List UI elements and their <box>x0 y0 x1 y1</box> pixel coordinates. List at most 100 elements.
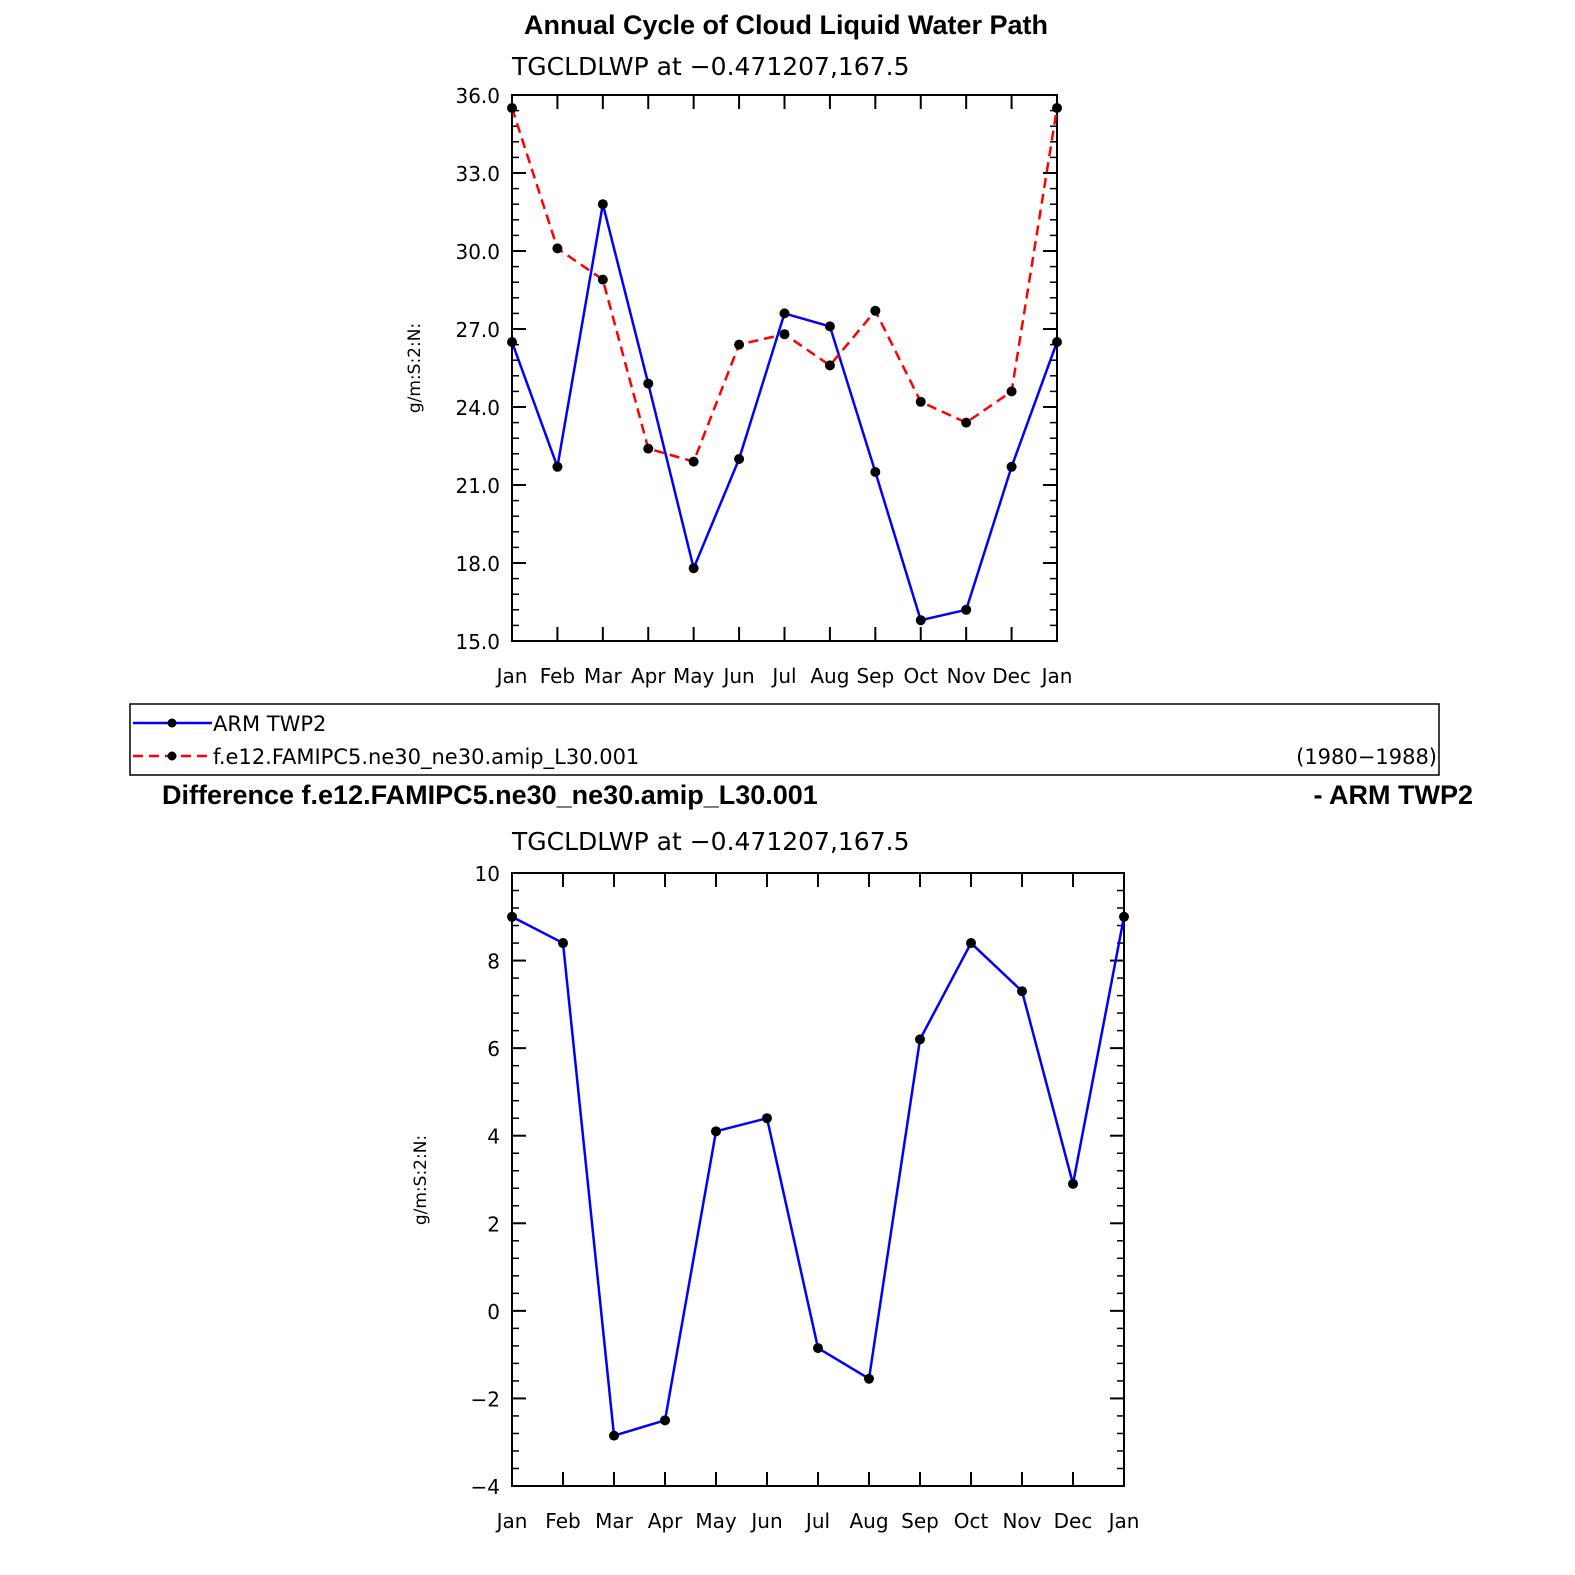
data-point <box>643 378 654 389</box>
legend: ARM TWP2 f.e12.FAMIPC5.ne30_ne30.amip_L3… <box>129 703 1440 776</box>
y-tick-label: 2 <box>487 1212 500 1236</box>
data-point <box>870 467 881 477</box>
data-point <box>507 337 517 347</box>
data-point <box>734 339 745 350</box>
x-tick-label: Jul <box>770 664 796 688</box>
x-tick-label: Jan <box>1107 1509 1140 1533</box>
x-tick-label: Jan <box>495 1509 528 1533</box>
top-chart-subtitle: TGCLDLWP at −0.471207,167.5 <box>511 52 909 81</box>
data-point <box>688 456 699 467</box>
legend-years: (1980−1988) <box>1296 745 1437 769</box>
x-tick-label: Mar <box>584 664 623 688</box>
x-tick-label: Nov <box>947 664 986 688</box>
bottom-chart-ylabel: g/m:S:2:N: <box>411 1135 431 1225</box>
bottom-chart-title: Difference f.e12.FAMIPC5.ne30_ne30.amip_… <box>162 780 818 810</box>
x-tick-label: Aug <box>810 664 849 688</box>
y-tick-label: 6 <box>487 1037 500 1061</box>
data-point <box>915 1034 925 1045</box>
y-tick-label: 27.0 <box>455 318 500 342</box>
legend-box <box>129 703 1440 776</box>
y-tick-label: 24.0 <box>455 396 500 420</box>
x-tick-label: Apr <box>648 1509 683 1533</box>
data-point <box>824 360 835 371</box>
data-point <box>552 243 563 254</box>
data-point <box>1006 461 1017 472</box>
y-tick-label: 8 <box>487 950 500 974</box>
x-tick-label: Jun <box>721 664 754 688</box>
data-point <box>961 417 972 428</box>
legend-label-model: f.e12.FAMIPC5.ne30_ne30.amip_L30.001 <box>213 745 639 770</box>
y-tick-label: 30.0 <box>455 240 500 264</box>
y-tick-label: 10 <box>475 862 500 886</box>
x-tick-label: Jul <box>804 1509 830 1533</box>
data-point <box>711 1126 721 1137</box>
y-tick-label: 33.0 <box>455 162 500 186</box>
data-point <box>734 454 745 464</box>
y-tick-label: 15.0 <box>455 630 500 654</box>
bottom-chart-plot: Jan Feb Mar Apr May Jun Jul Aug Sep Oct Nov Dec Jan −… <box>471 862 1140 1533</box>
data-point <box>1006 386 1017 397</box>
x-tick-label: Mar <box>595 1509 634 1533</box>
data-point <box>813 1343 823 1354</box>
series-line-0-0 <box>510 202 1059 622</box>
x-tick-label: Aug <box>849 1509 888 1533</box>
y-tick-label: 4 <box>487 1125 500 1149</box>
top-chart-ylabel: g/m:S:2:N: <box>405 323 425 413</box>
data-point <box>762 1113 772 1124</box>
bottom-chart-subtitle: TGCLDLWP at −0.471207,167.5 <box>511 827 909 856</box>
data-point <box>597 274 608 285</box>
y-tick-label: 18.0 <box>455 552 500 576</box>
y-tick-label: 21.0 <box>455 474 500 498</box>
y-tick-label: 0 <box>487 1300 500 1324</box>
data-point <box>507 911 517 922</box>
x-tick-label: Oct <box>903 664 938 688</box>
top-chart-title: Annual Cycle of Cloud Liquid Water Path <box>524 10 1048 40</box>
data-point <box>824 321 835 332</box>
x-tick-label: Feb <box>540 664 575 688</box>
x-tick-label: Sep <box>901 1509 939 1533</box>
data-point <box>643 443 654 454</box>
data-point <box>1052 103 1062 113</box>
x-tick-label: May <box>695 1509 737 1533</box>
data-point <box>660 1415 670 1426</box>
x-tick-label: Jan <box>1040 664 1073 688</box>
x-tick-label: Feb <box>545 1509 580 1533</box>
legend-marker-model <box>167 751 177 761</box>
data-point <box>779 308 790 319</box>
x-tick-label: Nov <box>1002 1509 1041 1533</box>
bottom-chart-title-right: - ARM TWP2 <box>1314 780 1473 810</box>
data-point <box>915 615 926 626</box>
data-point <box>915 396 926 407</box>
data-point <box>1017 986 1027 997</box>
plot-frame <box>511 872 1125 1487</box>
data-point <box>1119 911 1129 922</box>
data-point <box>864 1373 874 1384</box>
x-tick-label: Dec <box>992 664 1031 688</box>
data-point <box>609 1430 619 1441</box>
data-point <box>1068 1178 1078 1189</box>
x-tick-label: May <box>673 664 715 688</box>
series-line-1-0 <box>511 915 1126 1437</box>
x-tick-label: Jan <box>495 664 528 688</box>
plot-frame <box>511 94 1058 642</box>
data-point <box>870 305 881 316</box>
x-tick-label: Dec <box>1054 1509 1093 1533</box>
x-tick-label: Sep <box>856 664 894 688</box>
x-tick-label: Apr <box>631 664 666 688</box>
data-point <box>1052 337 1062 347</box>
data-point <box>961 604 972 615</box>
top-chart-plot: Jan Feb Mar Apr May Jun Jul Aug Sep Oct Nov Dec Jan 1… <box>455 84 1072 688</box>
data-point <box>688 563 699 574</box>
y-tick-label: −2 <box>471 1387 500 1411</box>
series-line-0-1 <box>510 107 1059 463</box>
data-point <box>558 938 568 949</box>
data-point <box>597 199 608 210</box>
y-tick-label: −4 <box>471 1475 500 1499</box>
legend-marker-arm <box>167 718 177 728</box>
x-tick-label: Jun <box>749 1509 782 1533</box>
y-tick-label: 36.0 <box>455 84 500 108</box>
x-tick-label: Oct <box>954 1509 989 1533</box>
data-point <box>966 938 976 949</box>
data-point <box>779 329 790 340</box>
